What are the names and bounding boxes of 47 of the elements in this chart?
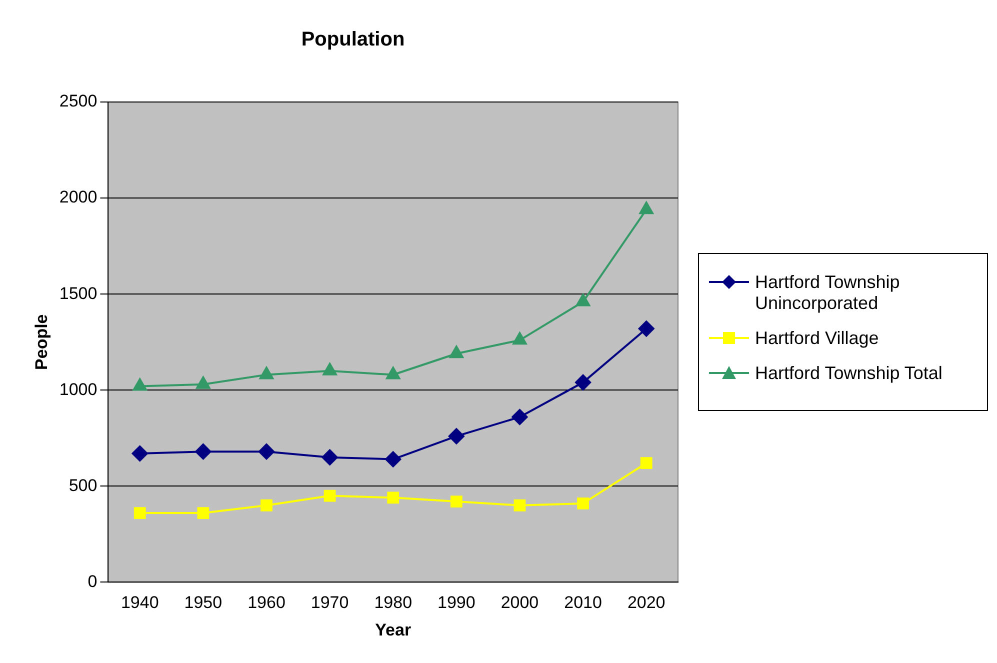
point [577,498,589,510]
point [196,376,210,389]
x-tick-label: 2020 [627,593,666,612]
point [197,507,210,519]
point [449,346,464,358]
legend-label: Hartford Township Total [755,362,942,384]
x-tick-label: 1990 [438,593,476,612]
point [514,499,526,512]
point [450,496,462,508]
y-tick-label: 500 [68,476,98,495]
x-tick-label: 1940 [120,593,159,612]
y-tick-label: 2000 [59,188,98,207]
point [322,362,337,376]
x-tick-label: 2010 [564,593,602,612]
point [448,428,464,444]
point [386,366,400,380]
point [387,492,400,504]
point [195,444,212,460]
point [640,457,652,470]
point [639,202,654,214]
x-tick-label: 1970 [310,593,349,612]
point [260,499,272,512]
x-axis-title: Year [375,620,412,640]
point [512,332,527,345]
point [134,507,146,519]
point [132,378,147,391]
point [575,374,592,390]
point [322,449,338,466]
y-axis-title: People [32,314,51,370]
chart-title: Population [301,28,405,51]
point [385,451,402,468]
point [258,444,274,460]
point [576,294,590,306]
y-tick-label: 1500 [59,284,98,303]
x-tick-label: 1950 [184,593,222,612]
x-tick-label: 1980 [374,593,412,612]
x-tick-label: 2000 [500,593,539,612]
y-tick-label: 2500 [59,92,98,111]
point [132,446,148,462]
y-tick-label: 0 [88,572,98,591]
point [324,490,336,502]
point [259,366,274,380]
y-tick-label: 1000 [59,380,98,399]
legend-label: Hartford Township Unincorporated [755,272,901,314]
point [512,409,528,426]
x-tick-label: 1960 [248,593,286,612]
legend-label: Hartford Village [755,328,879,348]
